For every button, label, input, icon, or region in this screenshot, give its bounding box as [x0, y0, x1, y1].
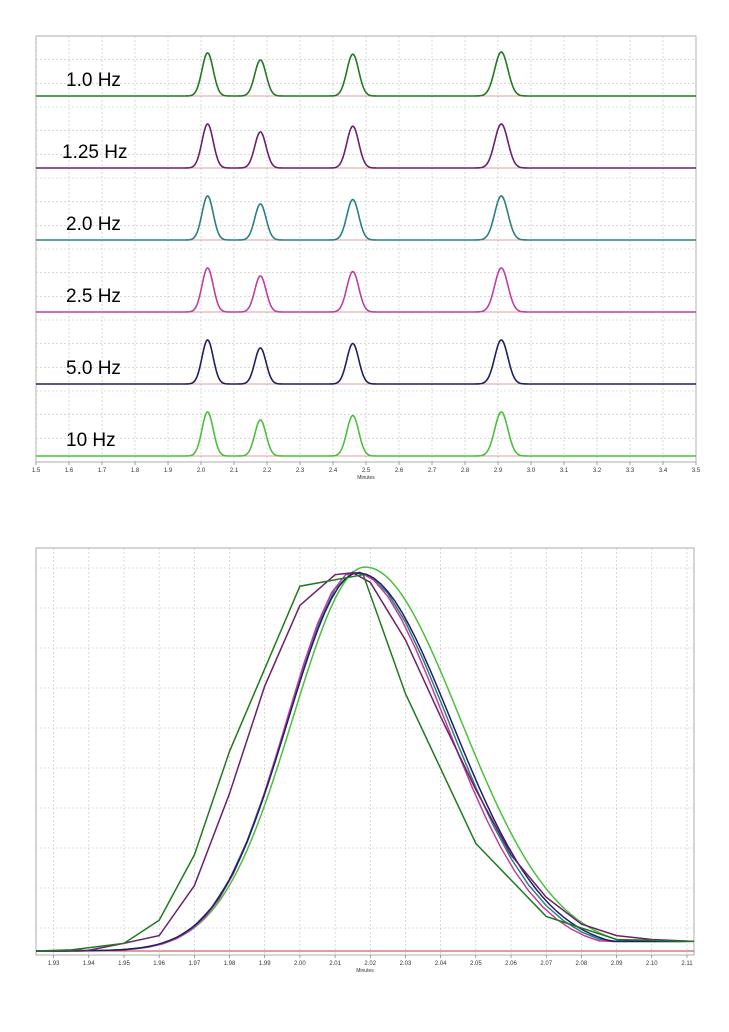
bottom-x-tick-label: 2.08: [576, 961, 588, 967]
bottom-x-tick-label: 2.07: [540, 961, 552, 967]
top-x-tick-label: 3.5: [692, 468, 701, 474]
overlay-trace-1-25-hz: [35, 571, 695, 952]
series-label-10-hz: 10 Hz: [66, 430, 116, 451]
top-x-tick-label: 2.4: [329, 468, 338, 474]
series-label-1-0-hz: 1.0 Hz: [66, 70, 121, 91]
top-x-tick-label: 2.7: [428, 468, 437, 474]
bottom-x-tick-label: 2.01: [329, 961, 341, 967]
bottom-x-tick-label: 1.95: [118, 961, 130, 967]
bottom-x-tick-label: 1.93: [48, 961, 60, 967]
series-label-2-0-hz: 2.0 Hz: [66, 214, 121, 235]
top-x-tick-label: 2.2: [263, 468, 272, 474]
series-label-5-0-hz: 5.0 Hz: [66, 358, 121, 379]
bottom-x-tick-label: 1.94: [83, 961, 95, 967]
top-x-tick-label: 2.6: [395, 468, 404, 474]
bottom-x-tick-label: 2.05: [470, 961, 482, 967]
top-chart-x-axis-title: Minutes: [357, 475, 375, 481]
top-x-tick-label: 2.1: [230, 468, 239, 474]
top-x-tick-label: 3.0: [527, 468, 536, 474]
series-label-2-5-hz: 2.5 Hz: [66, 286, 121, 307]
bottom-x-tick-label: 2.04: [435, 961, 447, 967]
top-x-tick-label: 2.3: [296, 468, 305, 474]
bottom-x-tick-label: 1.97: [188, 961, 200, 967]
top-x-tick-label: 3.2: [593, 468, 602, 474]
top-chart-x-axis: 1.5 1.6 1.7 1.8 1.9 2.0 2.1 2.2 2.3 2.4 2.5 2.6 2.7 2…: [32, 462, 701, 474]
bottom-x-tick-label: 2.02: [364, 961, 376, 967]
top-x-tick-label: 3.4: [659, 468, 668, 474]
overlay-trace-2-0-hz: [35, 571, 687, 952]
top-x-tick-label: 3.1: [560, 468, 569, 474]
overlay-trace-5-0-hz: [35, 572, 691, 952]
bottom-chart-frame: [35, 547, 695, 956]
top-x-tick-label: 3.3: [626, 468, 635, 474]
stacked-chromatogram-chart: 1.0 Hz 1.25 Hz 2.0 Hz 2.5 Hz 5.0 Hz 10 Hz 1.5…: [32, 35, 701, 481]
top-x-tick-label: 1.8: [131, 468, 140, 474]
top-x-tick-label: 2.9: [494, 468, 503, 474]
top-x-tick-label: 1.6: [65, 468, 74, 474]
bottom-chart-grid: [36, 548, 694, 955]
trace-2-5-hz: [36, 267, 696, 313]
bottom-x-tick-label: 1.96: [153, 961, 165, 967]
top-x-tick-label: 2.5: [362, 468, 371, 474]
bottom-chart-x-axis-title: Minutes: [356, 968, 374, 974]
trace-1-25-hz: [36, 123, 696, 169]
trace-5-0-hz: [36, 339, 696, 385]
bottom-chart-x-axis: 1.93 1.94 1.95 1.96 1.97 1.98 1.99 2.00 2.01 2.02…: [48, 955, 693, 967]
trace-2-0-hz: [36, 195, 696, 241]
bottom-x-tick-label: 1.98: [224, 961, 236, 967]
bottom-x-tick-label: 2.10: [646, 961, 658, 967]
top-x-tick-label: 1.9: [164, 468, 173, 474]
bottom-x-tick-label: 1.99: [259, 961, 271, 967]
overlay-trace-2-5-hz: [35, 571, 684, 952]
top-chart-grid: [35, 36, 697, 462]
overlay-trace-10-hz: [36, 566, 694, 952]
bottom-x-tick-label: 2.09: [611, 961, 623, 967]
bottom-x-tick-label: 2.03: [400, 961, 412, 967]
bottom-x-tick-label: 2.11: [681, 961, 693, 967]
overlay-peak-chart: 1.93 1.94 1.95 1.96 1.97 1.98 1.99 2.00 2.01 2.02…: [35, 547, 695, 974]
overlay-trace-1-0-hz: [35, 573, 695, 952]
bottom-x-tick-label: 2.06: [505, 961, 517, 967]
bottom-x-tick-label: 2.00: [294, 961, 306, 967]
bottom-chart-series: [35, 566, 695, 952]
top-x-tick-label: 1.5: [32, 468, 41, 474]
trace-10-hz: [36, 411, 696, 457]
top-x-tick-label: 2.8: [461, 468, 470, 474]
series-label-1-25-hz: 1.25 Hz: [62, 142, 127, 163]
top-x-tick-label: 1.7: [98, 468, 107, 474]
top-x-tick-label: 2.0: [197, 468, 206, 474]
trace-1-0-hz: [36, 51, 696, 97]
top-chart-series: 1.0 Hz 1.25 Hz 2.0 Hz 2.5 Hz 5.0 Hz 10 Hz: [36, 51, 696, 457]
